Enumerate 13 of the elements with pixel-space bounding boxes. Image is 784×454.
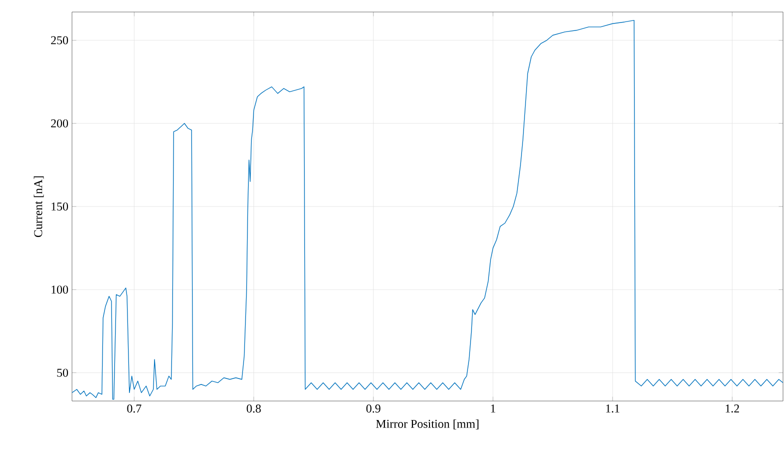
x-tick-label: 1.1: [606, 404, 620, 413]
x-tick-label: 0.9: [366, 404, 380, 413]
x-tick-label: 0.8: [246, 404, 261, 413]
y-axis-title: Current [nA]: [34, 176, 44, 238]
x-tick-label: 0.7: [127, 404, 142, 413]
y-tick-label: 200: [51, 119, 68, 128]
y-tick-label: 250: [51, 36, 68, 44]
x-tick-label: 1.2: [726, 404, 739, 413]
y-tick-label: 50: [57, 368, 68, 377]
x-axis-title: Mirror Position [mm]: [376, 419, 478, 430]
y-tick-label: 150: [52, 202, 68, 211]
y-tick-label: 100: [52, 286, 68, 294]
x-tick-label: 1: [491, 404, 496, 412]
